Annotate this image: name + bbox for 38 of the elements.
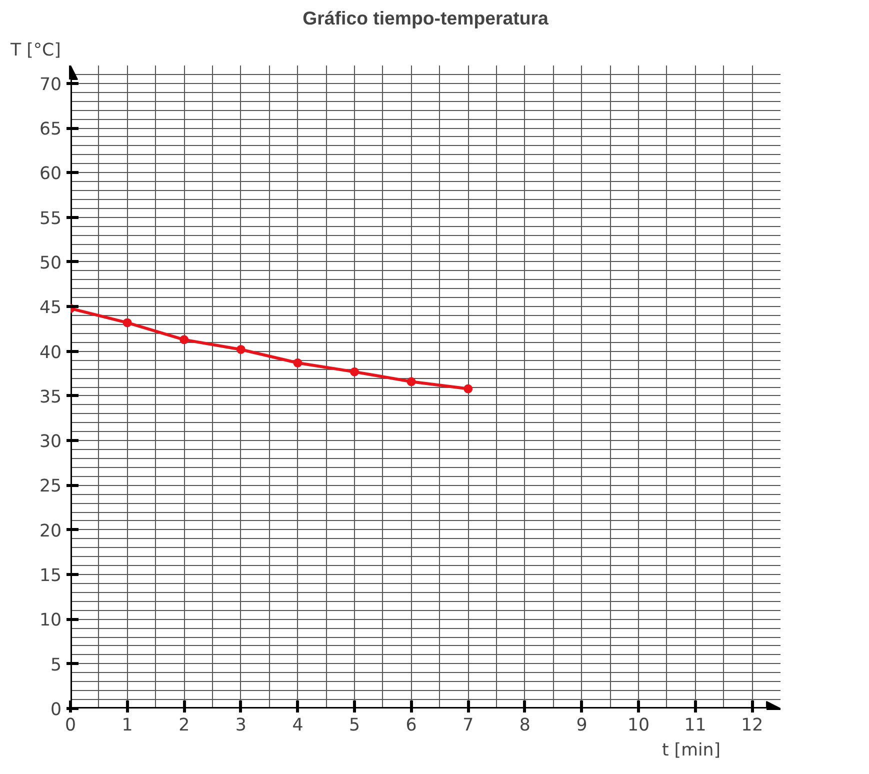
y-tick-label: 40 [39, 342, 62, 363]
y-tick-label: 45 [39, 298, 62, 318]
x-tick-label: 7 [462, 716, 474, 736]
point [122, 318, 132, 328]
x-axis-title: t [min] [662, 740, 720, 760]
y-axis-title: T [°C] [10, 40, 61, 60]
y-tick-label: 0 [50, 700, 62, 720]
y-tick-label: 50 [39, 253, 62, 274]
x-tick-label: 6 [406, 716, 417, 736]
point [464, 384, 473, 394]
x-tick-label: 12 [741, 716, 764, 736]
y-tick-label: 55 [39, 208, 62, 229]
x-tick-label: 0 [64, 716, 76, 736]
x-tick-label: 10 [627, 716, 650, 736]
x-tick-label: 3 [235, 716, 246, 736]
x-tick-label: 8 [519, 716, 530, 736]
x-tick-label: 11 [684, 716, 706, 736]
y-tick-label: 15 [39, 566, 62, 586]
y-tick-label: 35 [39, 387, 62, 408]
y-tick-label: 25 [39, 476, 62, 497]
y-tick-label: 30 [39, 432, 62, 452]
x-tick-label: 5 [348, 716, 360, 736]
x-tick-label: 2 [178, 716, 190, 736]
point [293, 358, 302, 368]
y-tick-label: 70 [39, 74, 62, 95]
point [236, 345, 246, 354]
y-tick-label: 5 [50, 655, 62, 676]
y-tick-label: 20 [39, 521, 62, 542]
y-tick-label: 65 [39, 120, 62, 140]
x-tick-label: 9 [576, 716, 588, 736]
y-tick-label: 60 [39, 164, 62, 184]
x-tick-label: 1 [122, 716, 133, 736]
chart-title: Gráfico tiempo-temperatura [302, 8, 549, 28]
point [350, 367, 359, 376]
point [406, 377, 416, 386]
x-tick-label: 4 [292, 716, 304, 736]
point [180, 335, 189, 344]
y-tick-label: 10 [39, 610, 62, 631]
